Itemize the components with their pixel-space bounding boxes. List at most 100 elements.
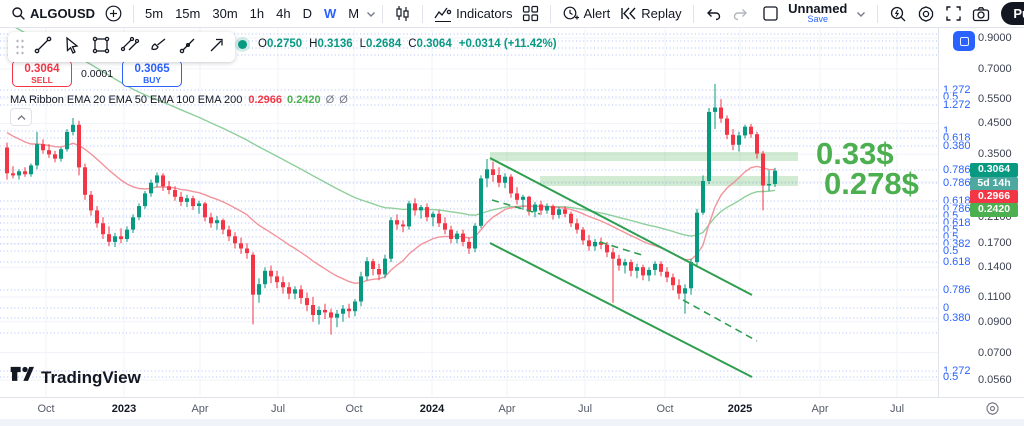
top-toolbar: ALGOUSD 5m 15m 30m 1h 4h D W M Indicator… <box>0 0 1024 28</box>
time-tick-label: 2025 <box>727 403 753 415</box>
time-tick-label: Jul <box>577 403 593 415</box>
indicator-value-slow: 0.2420 <box>287 94 321 106</box>
toolbar-divider <box>877 4 879 23</box>
fib-level-label: 0.786 <box>942 164 972 176</box>
price-annotation-1: 0.33$ <box>816 136 894 171</box>
tab-timeframe-5m[interactable]: 5m <box>145 6 164 21</box>
spread-value: 0.0001 <box>81 67 114 80</box>
fib-level-label: 1 <box>942 125 951 137</box>
fib-level-label: 0.786 <box>942 177 972 189</box>
symbol-search-button[interactable]: ALGOUSD <box>6 4 100 23</box>
tradingview-watermark: TradingView <box>10 366 141 390</box>
candlestick-style-icon <box>394 5 411 22</box>
snapshot-button[interactable] <box>967 4 995 24</box>
indicator-legend[interactable]: MA Ribbon EMA 20 EMA 50 EMA 100 EMA 200 0… <box>10 94 348 106</box>
tradingview-logo-icon <box>10 366 34 390</box>
tool-brush[interactable] <box>144 34 173 60</box>
price-badge: 0.2420 <box>970 203 1018 217</box>
toolbar-divider <box>422 4 424 23</box>
chart-pane[interactable]: O0.2750 H0.3136 L0.2684 C0.3064 +0.0314 … <box>0 28 938 397</box>
publish-button[interactable]: Pu <box>1001 2 1024 25</box>
tab-timeframe-30m[interactable]: 30m <box>212 6 238 21</box>
fib-tool-badge[interactable] <box>953 31 975 51</box>
alert-clock-icon <box>562 5 580 22</box>
tab-timeframe-1h[interactable]: 1h <box>249 6 265 21</box>
tool-parallel-channel[interactable] <box>115 34 144 60</box>
settings-button[interactable] <box>912 3 940 25</box>
buy-button[interactable]: 0.3065 BUY <box>122 60 183 87</box>
ohlc-legend[interactable]: O0.2750 H0.3136 L0.2684 C0.3064 +0.0314 … <box>238 38 557 50</box>
time-axis-settings-button[interactable] <box>985 401 1000 421</box>
time-tick-label: Apr <box>498 403 516 415</box>
price-tick-label: 0.1400 <box>978 261 1012 274</box>
buy-label: BUY <box>143 75 162 85</box>
fib-level-label: 1.272 <box>942 99 972 111</box>
time-tick-label: Jul <box>270 403 286 415</box>
plus-circle-icon <box>105 5 122 22</box>
watermark-text: TradingView <box>41 368 141 387</box>
timeframe-group: 5m 15m 30m 1h 4h D W M <box>140 4 376 23</box>
save-link[interactable]: Save <box>807 13 829 24</box>
indicator-value-fast: 0.2966 <box>248 94 283 106</box>
tab-timeframe-4h[interactable]: 4h <box>276 6 291 21</box>
collapse-legend-button[interactable] <box>10 108 32 126</box>
time-tick-label: 2023 <box>111 403 137 415</box>
quick-search-button[interactable] <box>884 3 912 25</box>
tool-rectangle[interactable] <box>86 34 115 60</box>
replay-label: Replay <box>641 6 682 21</box>
tool-arrow[interactable] <box>202 34 231 60</box>
undo-button[interactable] <box>700 5 727 23</box>
time-tick-label: Oct <box>37 403 55 415</box>
time-tick-label: 2024 <box>419 403 445 415</box>
time-axis[interactable]: Oct 2023 Apr Jul Oct 2024 Apr Jul Oct 2025 Apr Jul <box>0 397 1024 419</box>
bottom-strip <box>0 419 1024 426</box>
fib-level-label: 0.5 <box>942 371 960 383</box>
price-tick-label: 0.0560 <box>978 374 1012 387</box>
tool-ray[interactable] <box>173 34 202 60</box>
price-tick-label: 0.1700 <box>978 237 1012 250</box>
tab-timeframe-1w[interactable]: W <box>323 6 337 21</box>
indicator-null-1: Ø <box>325 94 335 106</box>
drawing-toolbar[interactable] <box>8 32 235 62</box>
layout-select-button[interactable] <box>757 3 784 24</box>
indicators-button[interactable]: Indicators <box>429 4 517 24</box>
layout-menu-chevron[interactable] <box>851 8 871 20</box>
chevron-up-icon <box>17 108 26 126</box>
price-annotation-2: 0.278$ <box>824 166 919 201</box>
chart-style-button[interactable] <box>389 3 416 24</box>
alert-button[interactable]: Alert <box>557 3 615 24</box>
chevron-down-icon <box>856 10 866 18</box>
price-axis[interactable]: 1.272 0.5 1.272 1 0.618 0.380 0.786 0.786 0.618 0… <box>938 28 1024 397</box>
price-tick-label: 0.0700 <box>978 346 1012 359</box>
tab-timeframe-1d[interactable]: D <box>302 6 312 21</box>
templates-button[interactable] <box>517 3 544 24</box>
tool-trend-line[interactable] <box>28 34 57 60</box>
drag-handle[interactable] <box>15 38 25 56</box>
gear-icon <box>985 402 1000 420</box>
layout-save-control[interactable]: Unnamed Save <box>784 2 851 25</box>
parallel-channel-icon <box>120 35 140 60</box>
sell-button[interactable]: 0.3064 SELL <box>12 60 72 87</box>
replay-button[interactable]: Replay <box>615 4 686 23</box>
tool-cursor[interactable] <box>57 34 86 60</box>
replay-icon <box>620 6 637 21</box>
redo-arrow-icon <box>732 7 749 21</box>
fib-level-label: 0.380 <box>942 140 972 152</box>
toolbar-divider <box>133 4 134 23</box>
price-badge: 0.2966 <box>970 190 1018 204</box>
low-value: 0.2684 <box>366 38 402 50</box>
tab-timeframe-1m[interactable]: M <box>348 6 360 21</box>
chevron-down-icon[interactable] <box>366 6 376 21</box>
tab-timeframe-15m[interactable]: 15m <box>175 6 201 21</box>
compare-add-button[interactable] <box>100 3 127 24</box>
time-tick-label: Oct <box>345 403 363 415</box>
close-value: 0.3064 <box>416 38 452 50</box>
redo-button[interactable] <box>727 5 754 23</box>
fib-level-label: 0.5 <box>942 245 960 257</box>
rectangle-icon <box>91 35 111 60</box>
toolbar-divider <box>692 4 694 23</box>
price-tick-label: 0.1100 <box>978 290 1011 303</box>
fullscreen-button[interactable] <box>940 3 967 24</box>
price-badge: 5d 14h <box>970 177 1018 191</box>
price-tick-label: 0.0900 <box>978 315 1012 328</box>
